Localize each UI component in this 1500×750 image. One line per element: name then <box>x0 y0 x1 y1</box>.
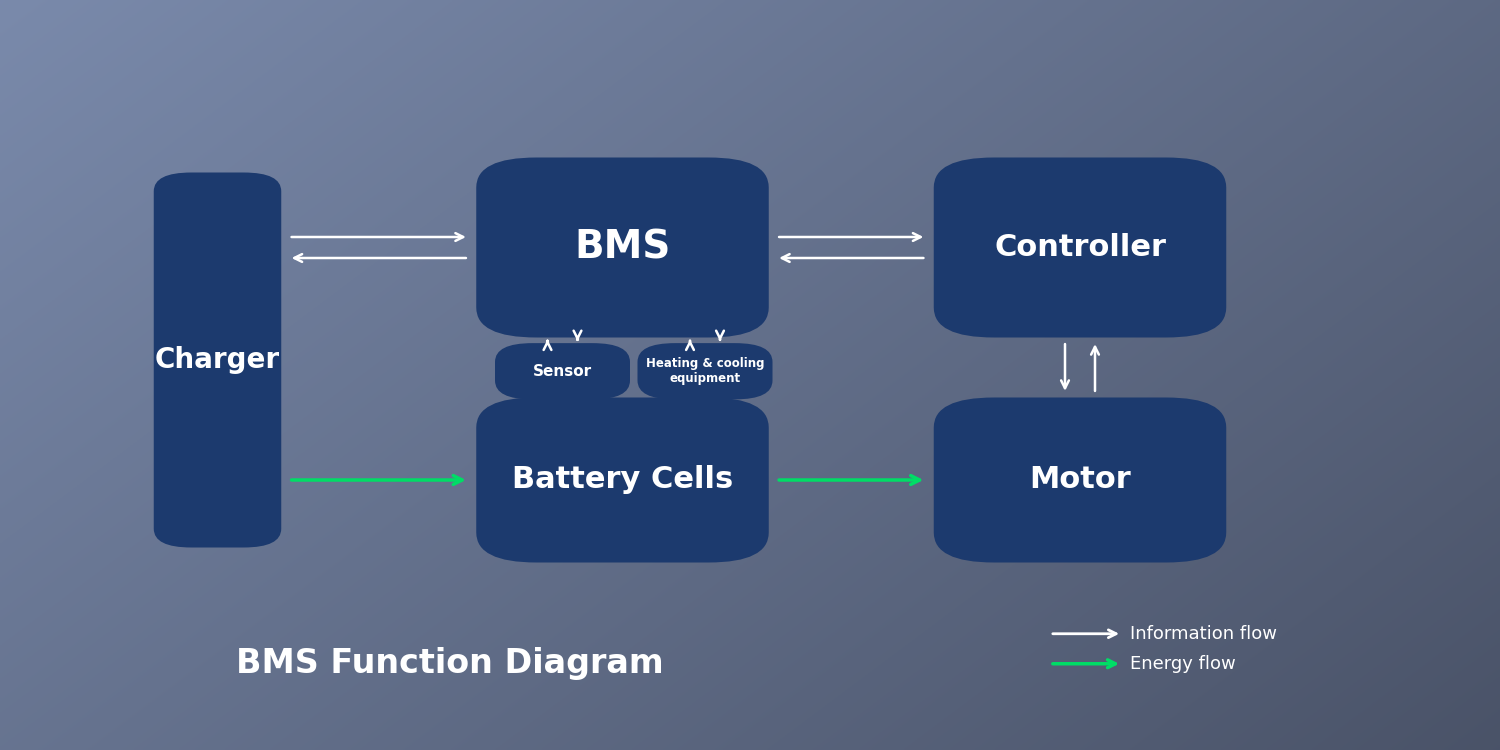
Text: Energy flow: Energy flow <box>1130 655 1236 673</box>
FancyBboxPatch shape <box>933 158 1226 338</box>
FancyBboxPatch shape <box>153 172 282 548</box>
Text: Controller: Controller <box>994 233 1166 262</box>
Text: Motor: Motor <box>1029 466 1131 494</box>
FancyBboxPatch shape <box>933 398 1226 562</box>
Text: BMS: BMS <box>574 229 670 266</box>
Text: Battery Cells: Battery Cells <box>512 466 734 494</box>
Text: Heating & cooling
equipment: Heating & cooling equipment <box>645 357 764 386</box>
Text: Sensor: Sensor <box>532 364 592 379</box>
FancyBboxPatch shape <box>477 398 768 562</box>
FancyBboxPatch shape <box>495 344 630 399</box>
Text: Charger: Charger <box>154 346 280 374</box>
FancyBboxPatch shape <box>477 158 768 338</box>
Text: Information flow: Information flow <box>1130 625 1276 643</box>
Text: BMS Function Diagram: BMS Function Diagram <box>236 647 664 680</box>
FancyBboxPatch shape <box>638 344 772 399</box>
